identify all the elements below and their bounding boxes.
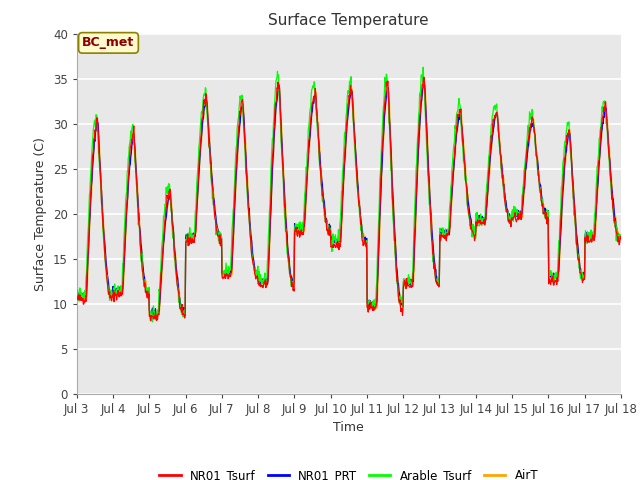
X-axis label: Time: Time: [333, 421, 364, 434]
Legend: NR01_Tsurf, NR01_PRT, Arable_Tsurf, AirT: NR01_Tsurf, NR01_PRT, Arable_Tsurf, AirT: [155, 464, 543, 480]
Text: BC_met: BC_met: [83, 36, 134, 49]
Y-axis label: Surface Temperature (C): Surface Temperature (C): [35, 137, 47, 290]
Title: Surface Temperature: Surface Temperature: [269, 13, 429, 28]
